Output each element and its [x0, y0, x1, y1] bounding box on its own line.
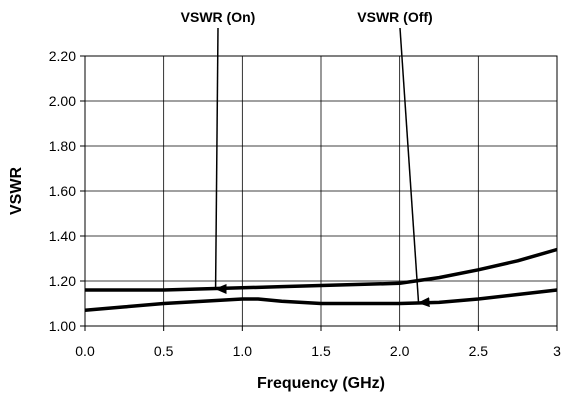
x-axis-title: Frequency (GHz) [257, 375, 385, 392]
y-tick-label: 1.00 [49, 318, 76, 334]
annotation-label: VSWR (Off) [357, 9, 432, 25]
series-group [84, 247, 558, 313]
annotations: VSWR (On) VSWR (Off) [181, 9, 433, 308]
x-tick-label: 0.0 [75, 343, 95, 359]
series-line-2 [84, 288, 558, 313]
y-tick-label: 2.00 [49, 93, 76, 109]
annotation-label: VSWR (On) [181, 9, 256, 25]
x-tick-label: 1.0 [233, 343, 253, 359]
series-line-1 [85, 247, 558, 292]
annotation-arrow [214, 27, 227, 294]
y-tick-label: 1.40 [49, 228, 76, 244]
y-tick-label: 1.60 [49, 183, 76, 199]
y-tick-label: 1.80 [49, 138, 76, 154]
y-axis-title: VSWR [8, 167, 25, 215]
x-tick-label: 2.5 [469, 343, 489, 359]
annotation-arrow [399, 27, 430, 308]
x-tick-label: 0.5 [154, 343, 174, 359]
axis-ticks: 0.0 0.5 1.0 1.5 2.0 2.5 3 1.00 1.20 1.40 1.60 1.80 2… [49, 48, 561, 359]
y-tick-label: 2.20 [49, 48, 76, 64]
y-tick-label: 1.20 [49, 273, 76, 289]
x-tick-label: 3 [553, 343, 561, 359]
grid [85, 56, 557, 326]
x-tick-label: 1.5 [311, 343, 331, 359]
x-tick-label: 2.0 [390, 343, 410, 359]
